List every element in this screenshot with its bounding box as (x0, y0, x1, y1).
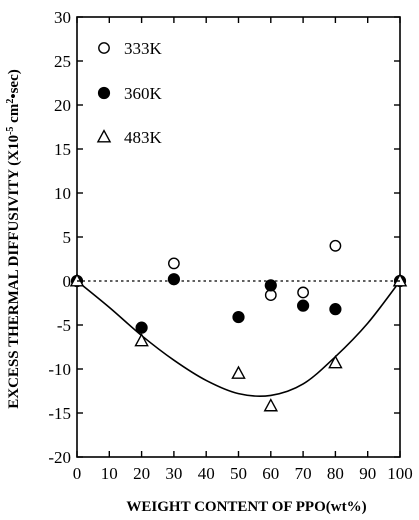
x-tick-label: 40 (198, 464, 215, 483)
plot-frame-rect (76, 16, 401, 458)
data-points (69, 239, 408, 412)
series-483k-point (263, 398, 279, 412)
y-tick-label: 0 (63, 272, 72, 291)
x-axis-title: WEIGHT CONTENT OF PPO(wt%) (126, 499, 366, 515)
y-tick-label: 30 (54, 8, 71, 27)
y-tick-label: 15 (54, 140, 71, 159)
y-tick-label: -5 (57, 316, 71, 335)
series-333k-point (329, 239, 342, 252)
y-tick-label: -10 (48, 360, 71, 379)
plot-frame (76, 16, 401, 458)
series-333k-point (167, 257, 180, 270)
y-tick-label: -20 (48, 448, 71, 467)
y-tick-label: 20 (54, 96, 71, 115)
series-360k-point (232, 310, 245, 324)
axis-ticks: 0 10 20 30 40 50 60 70 80 90 100 -20 -15 -10 -5 0 5 10 15 2… (48, 8, 412, 483)
series-360k-point (264, 279, 277, 292)
x-tick-label: 80 (327, 464, 344, 483)
legend-marker-333k (98, 42, 110, 54)
x-tick-label: 0 (73, 464, 82, 483)
y-axis-title-mid: cm (6, 103, 22, 126)
series-360k-point (329, 303, 342, 316)
series-360k-point (167, 273, 180, 286)
x-tick-label: 60 (262, 464, 279, 483)
y-tick-label: 5 (63, 228, 72, 247)
x-tick-label: 100 (387, 464, 413, 483)
series-483k-point (69, 273, 85, 287)
x-tick-label: 20 (133, 464, 150, 483)
legend-marker-360k (97, 86, 111, 100)
y-axis-title: EXCESS THERMAL DIFFUSIVITY (X10-5 cm2•se… (5, 69, 23, 408)
x-tick-label: 90 (359, 464, 376, 483)
y-tick-label: 25 (54, 52, 71, 71)
y-axis-title-exp2: 2 (5, 99, 16, 104)
legend-label-360k: 360K (124, 84, 163, 103)
series-360k-point (135, 321, 148, 334)
series-360k-point (297, 299, 310, 312)
fit-curve-path (76, 280, 401, 398)
series-483k-point (392, 273, 408, 287)
y-tick-label: 10 (54, 184, 71, 203)
y-axis-title-post: •sec) (6, 69, 22, 98)
x-tick-label: 70 (295, 464, 312, 483)
x-tick-label: 30 (165, 464, 182, 483)
series-483k-point (231, 365, 246, 379)
x-tick-label: 50 (230, 464, 247, 483)
series-333k-point (297, 286, 309, 299)
x-tick-label: 10 (101, 464, 118, 483)
legend-label-483k: 483K (124, 128, 163, 147)
series-483k-point (328, 354, 343, 369)
y-axis-title-pre: EXCESS THERMAL DIFFUSIVITY (X10 (6, 135, 22, 409)
fit-curve (76, 280, 401, 398)
legend-label-333k: 333K (124, 39, 163, 58)
y-tick-label: -15 (48, 404, 71, 423)
y-axis-title-exp1: -5 (5, 127, 16, 135)
legend: 333K 360K 483K (96, 39, 163, 147)
series-483k-point (134, 332, 149, 347)
legend-marker-483k (96, 129, 112, 143)
